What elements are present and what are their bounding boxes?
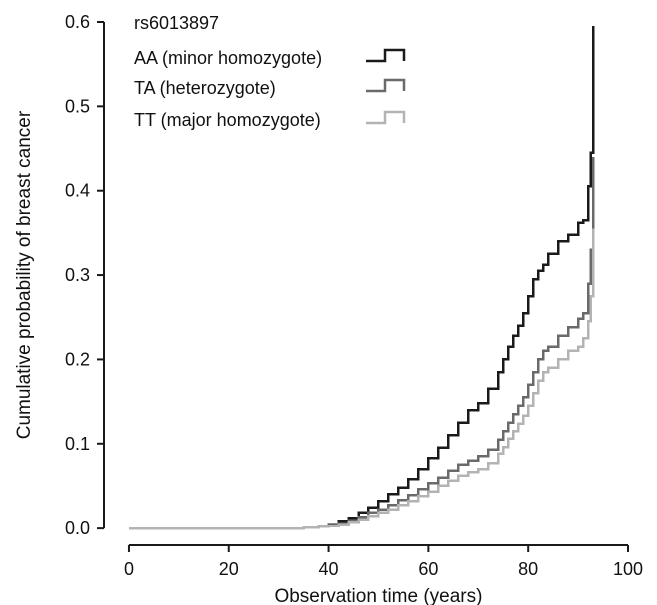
- y-tick-label: 0.5: [65, 96, 90, 116]
- y-tick-label: 0.3: [65, 265, 90, 285]
- x-tick-label: 80: [518, 559, 538, 579]
- legend: rs6013897 AA (minor homozygote) TA (heter…: [134, 13, 406, 130]
- y-tick-label: 0.4: [65, 181, 90, 201]
- legend-item: TT (major homozygote): [134, 110, 406, 130]
- x-tick-label: 0: [124, 559, 134, 579]
- y-tick-label: 0.2: [65, 349, 90, 369]
- x-tick-label: 60: [418, 559, 438, 579]
- legend-label: TT (major homozygote): [134, 110, 321, 130]
- x-tick-label: 20: [219, 559, 239, 579]
- legend-label: TA (heterozygote): [134, 78, 276, 98]
- y-axis-label: Cumulative probability of breast cancer: [14, 110, 35, 439]
- y-tick-label: 0.0: [65, 518, 90, 538]
- legend-item: AA (minor homozygote): [134, 48, 406, 68]
- x-axis-label: Observation time (years): [274, 586, 482, 605]
- y-tick-label: 0.6: [65, 12, 90, 32]
- legend-label: AA (minor homozygote): [134, 48, 322, 68]
- x-tick-label: 100: [613, 559, 643, 579]
- legend-swatch: [366, 110, 406, 125]
- legend-item: TA (heterozygote): [134, 78, 406, 98]
- x-tick-label: 40: [319, 559, 339, 579]
- legend-swatch: [366, 48, 406, 63]
- series-line-3: [128, 228, 595, 530]
- x-axis-ticks: 0 20 40 60 80 100: [124, 545, 643, 579]
- y-axis-ticks: 0.0 0.1 0.2 0.3 0.4 0.5 0.6: [65, 12, 104, 538]
- legend-title: rs6013897: [134, 13, 219, 33]
- series-lines: [128, 26, 595, 530]
- series-line-1: [128, 26, 595, 530]
- legend-swatch: [366, 78, 406, 93]
- series-line-2: [128, 156, 595, 530]
- y-tick-label: 0.1: [65, 434, 90, 454]
- legend-items: AA (minor homozygote) TA (heterozygote) TT…: [134, 48, 406, 130]
- axes: 0.0 0.1 0.2 0.3 0.4 0.5 0.6 0 20 40 60 80 100: [65, 12, 643, 579]
